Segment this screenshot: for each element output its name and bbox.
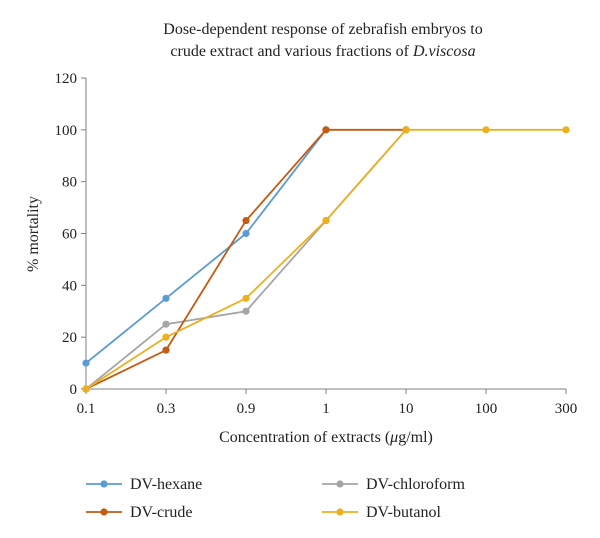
legend-swatch-marker bbox=[100, 480, 108, 488]
y-tick-label: 20 bbox=[62, 330, 77, 346]
data-point-dv-butanol bbox=[162, 333, 170, 341]
data-point-dv-butanol bbox=[242, 294, 250, 302]
series-dv-butanol bbox=[82, 126, 570, 393]
data-point-dv-chloroform bbox=[162, 320, 170, 328]
x-tick-label: 100 bbox=[475, 401, 498, 417]
y-axis-label: % mortality bbox=[25, 196, 42, 272]
legend-label: DV-butanol bbox=[366, 504, 442, 521]
x-axis-label: Concentration of extracts (μg/ml) bbox=[219, 429, 433, 446]
chart-title-line-1: Dose-dependent response of zebrafish emb… bbox=[163, 21, 482, 38]
legend-swatch-marker bbox=[336, 480, 344, 488]
data-point-dv-hexane bbox=[162, 294, 170, 302]
x-axis-label-mu: μ bbox=[389, 429, 398, 446]
legend-label: DV-hexane bbox=[130, 476, 202, 493]
data-point-dv-crude bbox=[162, 346, 170, 354]
data-point-dv-crude bbox=[322, 126, 330, 134]
y-tick-label: 40 bbox=[62, 278, 77, 294]
series-line-dv-butanol bbox=[85, 128, 566, 390]
legend-item-dv-crude: DV-crude bbox=[86, 504, 193, 521]
data-point-dv-butanol bbox=[482, 126, 490, 134]
chart-title-line-2: crude extract and various fractions of D… bbox=[170, 43, 475, 60]
y-tick-label: 100 bbox=[55, 123, 78, 139]
legend-label: DV-chloroform bbox=[366, 476, 466, 493]
y-tick-label: 0 bbox=[70, 382, 78, 398]
legend-item-dv-butanol: DV-butanol bbox=[322, 504, 442, 521]
x-tick-label: 1 bbox=[322, 401, 330, 417]
x-axis-label-suffix: g/ml) bbox=[398, 429, 433, 446]
series-dv-hexane bbox=[82, 126, 330, 367]
x-tick-label: 300 bbox=[555, 401, 578, 417]
chart-title-species: D.viscosa bbox=[412, 43, 476, 60]
y-tick-label: 80 bbox=[62, 175, 77, 191]
series-layer bbox=[82, 126, 570, 393]
data-point-dv-butanol bbox=[82, 385, 90, 393]
legend-swatch-marker bbox=[336, 508, 344, 516]
series-line-dv-chloroform bbox=[85, 129, 407, 390]
legend-label: DV-crude bbox=[130, 504, 193, 521]
series-line-dv-hexane bbox=[85, 129, 327, 364]
legend-item-dv-chloroform: DV-chloroform bbox=[322, 476, 466, 493]
data-point-dv-hexane bbox=[82, 359, 90, 367]
x-axis-label-prefix: Concentration of extracts ( bbox=[219, 429, 390, 446]
axes: 0 20 40 60 80 100 120 0.1 0.3 0.9 1 10 100 300 bbox=[55, 71, 578, 417]
data-point-dv-hexane bbox=[242, 229, 250, 238]
data-point-dv-crude bbox=[242, 216, 250, 225]
y-tick-label: 60 bbox=[62, 227, 77, 243]
chart-title-line-2-text: crude extract and various fractions of bbox=[170, 43, 413, 60]
series-dv-chloroform bbox=[82, 126, 410, 393]
legend: DV-hexane DV-chloroform DV-crude DV-butanol bbox=[86, 476, 466, 521]
legend-swatch-marker bbox=[100, 508, 108, 516]
y-tick-label: 120 bbox=[55, 71, 78, 87]
data-point-dv-butanol bbox=[562, 126, 570, 134]
data-point-dv-chloroform bbox=[242, 307, 250, 315]
x-tick-label: 0.3 bbox=[157, 401, 176, 417]
x-tick-label: 0.9 bbox=[237, 401, 256, 417]
legend-item-dv-hexane: DV-hexane bbox=[86, 476, 202, 493]
x-tick-label: 0.1 bbox=[77, 401, 96, 417]
x-tick-label: 10 bbox=[399, 401, 414, 417]
data-point-dv-butanol bbox=[322, 216, 330, 225]
data-point-dv-butanol bbox=[402, 126, 410, 134]
